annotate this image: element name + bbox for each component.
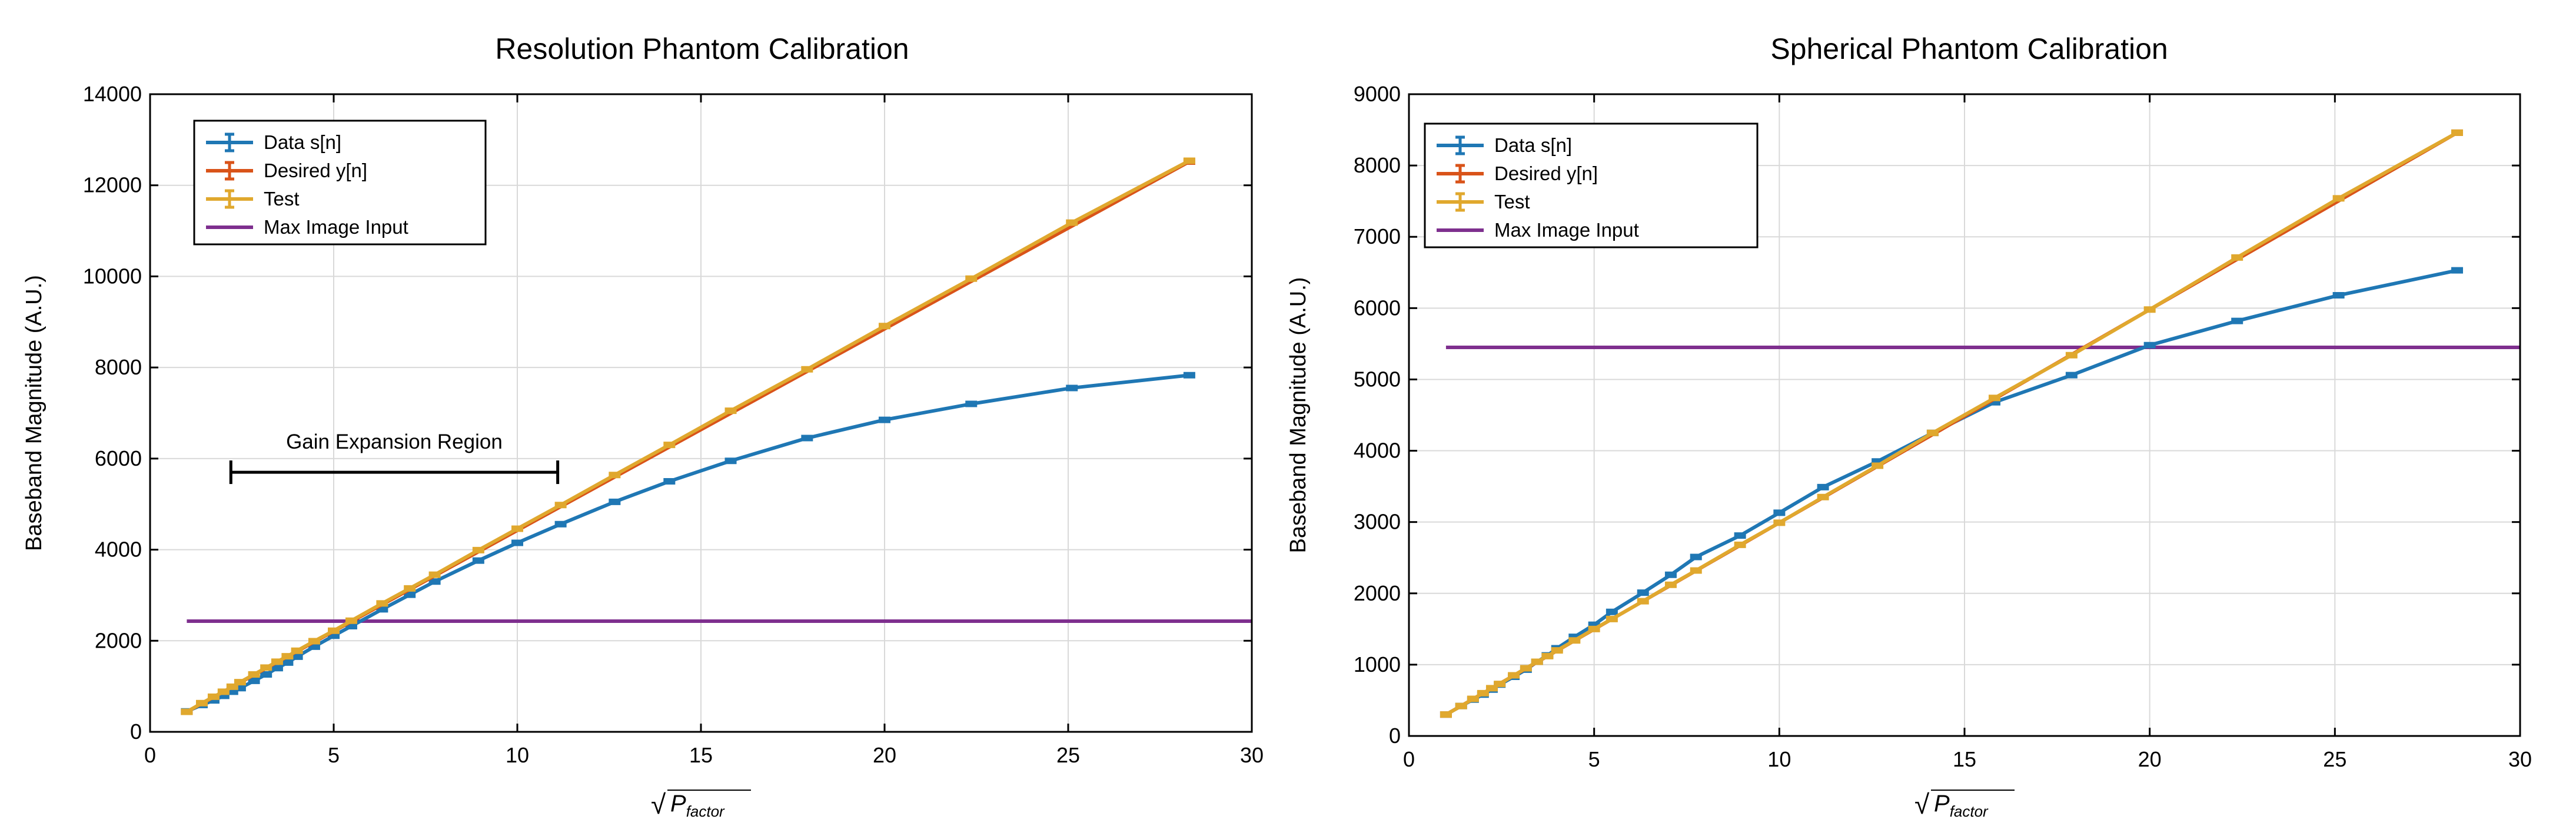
chart-resolution-phantom: Resolution Phantom Calibration Gain Expa…: [22, 32, 1264, 820]
legend-label-max: Max Image Input: [1494, 219, 1639, 241]
legend: Data s[n] Desired y[n] Test Max Image In…: [1424, 122, 1759, 248]
y-tick-labels: 0 2000 4000 6000 8000 10000 12000 14000: [83, 82, 1252, 744]
y-tick-label: 2000: [95, 628, 142, 652]
x-tick-labels: 0 5 10 15 20 25 30: [144, 94, 1264, 767]
series-layer: [1440, 129, 2520, 718]
x-tick-label: 20: [873, 743, 896, 767]
y-tick-label: 7000: [1354, 224, 1401, 248]
legend-errorbar-icon: [225, 132, 234, 152]
x-tick-label: 25: [2323, 747, 2346, 771]
legend-label-desired: Desired y[n]: [264, 160, 367, 181]
legend-entry-test: Test: [1437, 191, 1530, 213]
x-axis-label-text: Pfactor: [670, 791, 725, 820]
legend-label-test: Test: [1494, 191, 1530, 213]
x-axis-label-symbol: P: [1934, 791, 1950, 817]
y-tick-label: 5000: [1354, 367, 1401, 391]
x-axis-label-root: √: [1914, 789, 1930, 820]
x-tick-label: 10: [1767, 747, 1791, 771]
y-axis-label: Baseband Magnitude (A.U.): [1286, 277, 1311, 553]
legend: Data s[n] Desired y[n] Test Max Image In…: [193, 120, 487, 246]
x-tick-labels: 0 5 10 15 20 25 30: [1403, 94, 2532, 771]
y-tick-label: 8000: [95, 355, 142, 379]
x-tick-label: 15: [689, 743, 713, 767]
y-tick-label: 9000: [1354, 82, 1401, 106]
legend-errorbar-icon: [1455, 164, 1465, 184]
x-tick-label: 5: [328, 743, 340, 767]
legend-label-max: Max Image Input: [264, 216, 408, 238]
y-tick-label: 0: [1389, 724, 1401, 748]
y-tick-label: 14000: [83, 82, 142, 106]
x-tick-label: 30: [2508, 747, 2532, 771]
series-layer: [181, 157, 1252, 715]
x-axis-label-text: Pfactor: [1934, 791, 1989, 820]
x-axis-label-subscript: factor: [1950, 802, 1989, 820]
legend-label-data: Data s[n]: [1494, 134, 1572, 156]
x-axis-label-symbol: P: [670, 791, 686, 817]
chart-spherical-phantom: Spherical Phantom Calibration 0 5 10 15 20 25…: [1286, 32, 2532, 820]
x-axis-label-subscript: factor: [686, 802, 725, 820]
legend-errorbar-icon: [225, 161, 234, 181]
legend-entry-max: Max Image Input: [1437, 219, 1639, 241]
legend-entry-data: Data s[n]: [206, 131, 341, 153]
legend-entry-test: Test: [206, 188, 300, 210]
y-tick-labels: 0 1000 2000 3000 4000 5000 6000 7000 8000 9000: [1354, 82, 2520, 748]
legend-label-data: Data s[n]: [264, 131, 341, 153]
legend-errorbar-icon: [1455, 192, 1465, 212]
y-tick-label: 1000: [1354, 652, 1401, 676]
y-tick-label: 2000: [1354, 581, 1401, 605]
grid: [150, 94, 1252, 732]
x-axis-label: √ Pfactor: [651, 789, 751, 820]
y-tick-label: 10000: [83, 264, 142, 288]
legend-label-test: Test: [264, 188, 300, 210]
series-test: [181, 157, 1195, 715]
y-tick-label: 6000: [1354, 296, 1401, 320]
y-tick-label: 4000: [1354, 439, 1401, 463]
series-test: [1440, 129, 2464, 718]
x-axis-label-root: √: [651, 789, 666, 820]
x-tick-label: 0: [1403, 747, 1415, 771]
x-tick-label: 20: [2138, 747, 2162, 771]
y-tick-label: 3000: [1354, 510, 1401, 534]
y-tick-label: 8000: [1354, 153, 1401, 177]
y-tick-label: 12000: [83, 173, 142, 197]
y-tick-label: 6000: [95, 446, 142, 470]
x-tick-label: 25: [1056, 743, 1080, 767]
y-tick-label: 4000: [95, 538, 142, 562]
legend-entry-desired: Desired y[n]: [206, 160, 367, 181]
chart-title: Spherical Phantom Calibration: [1770, 32, 2168, 65]
legend-entry-max: Max Image Input: [206, 216, 408, 238]
x-tick-label: 10: [506, 743, 529, 767]
legend-errorbar-icon: [1455, 135, 1465, 155]
annotation-layer: Gain Expansion Region: [229, 430, 560, 485]
legend-label-desired: Desired y[n]: [1494, 163, 1598, 184]
y-axis-label: Baseband Magnitude (A.U.): [22, 275, 46, 551]
x-axis-label: √ Pfactor: [1914, 789, 2015, 820]
x-tick-label: 5: [1588, 747, 1600, 771]
y-tick-label: 0: [130, 719, 142, 744]
legend-entry-desired: Desired y[n]: [1437, 163, 1598, 184]
legend-errorbar-icon: [225, 189, 234, 209]
x-tick-label: 15: [1953, 747, 1976, 771]
x-tick-label: 0: [144, 743, 156, 767]
legend-entry-data: Data s[n]: [1437, 134, 1572, 156]
annotation-label: Gain Expansion Region: [286, 430, 503, 453]
chart-title: Resolution Phantom Calibration: [495, 32, 909, 65]
x-tick-label: 30: [1240, 743, 1264, 767]
